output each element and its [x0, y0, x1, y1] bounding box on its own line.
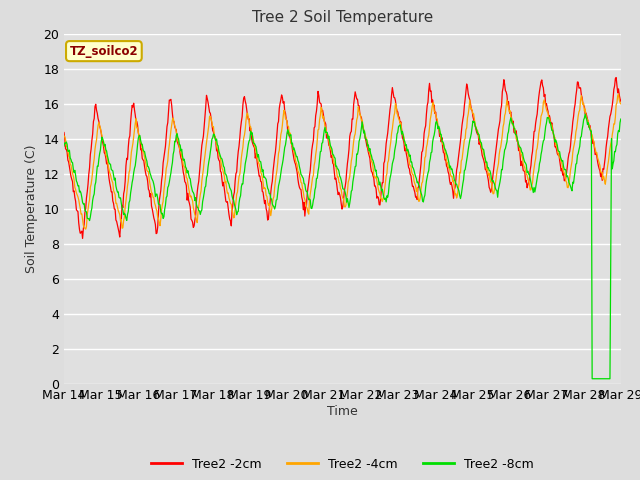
Tree2 -2cm [214, 155, 222, 161]
Tree2 -2cm [411, 190, 419, 195]
Tree2 -4cm [185, 185, 193, 191]
Tree2 -4cm [614, 91, 622, 97]
Tree2 -2cm [428, 88, 435, 94]
Text: TZ_soilco2: TZ_soilco2 [70, 45, 138, 58]
Line: Tree2 -4cm: Tree2 -4cm [64, 94, 621, 229]
Tree2 -4cm [70, 177, 78, 183]
Tree2 -4cm [60, 133, 68, 139]
Tree2 -8cm [214, 142, 221, 147]
Tree2 -2cm [60, 130, 68, 135]
Tree2 -2cm [128, 102, 136, 108]
Line: Tree2 -8cm: Tree2 -8cm [64, 114, 621, 379]
Tree2 -2cm [617, 98, 625, 104]
Tree2 -8cm [70, 169, 78, 175]
Tree2 -2cm [79, 236, 86, 241]
Tree2 -8cm [60, 143, 68, 149]
Tree2 -2cm [185, 198, 193, 204]
Y-axis label: Soil Temperature (C): Soil Temperature (C) [25, 144, 38, 273]
X-axis label: Time: Time [327, 405, 358, 418]
Tree2 -8cm [410, 168, 418, 173]
Tree2 -8cm [426, 156, 434, 162]
Tree2 -2cm [612, 75, 620, 81]
Tree2 -8cm [127, 185, 135, 191]
Line: Tree2 -2cm: Tree2 -2cm [64, 78, 621, 239]
Tree2 -4cm [617, 101, 625, 107]
Tree2 -8cm [581, 111, 589, 117]
Tree2 -4cm [214, 146, 222, 152]
Tree2 -4cm [411, 181, 419, 187]
Title: Tree 2 Soil Temperature: Tree 2 Soil Temperature [252, 11, 433, 25]
Tree2 -8cm [588, 376, 596, 382]
Legend: Tree2 -2cm, Tree2 -4cm, Tree2 -8cm: Tree2 -2cm, Tree2 -4cm, Tree2 -8cm [146, 453, 539, 476]
Tree2 -4cm [128, 145, 136, 151]
Tree2 -4cm [428, 112, 435, 118]
Tree2 -8cm [617, 116, 625, 122]
Tree2 -2cm [70, 188, 78, 194]
Tree2 -8cm [184, 168, 192, 174]
Tree2 -4cm [82, 226, 90, 232]
